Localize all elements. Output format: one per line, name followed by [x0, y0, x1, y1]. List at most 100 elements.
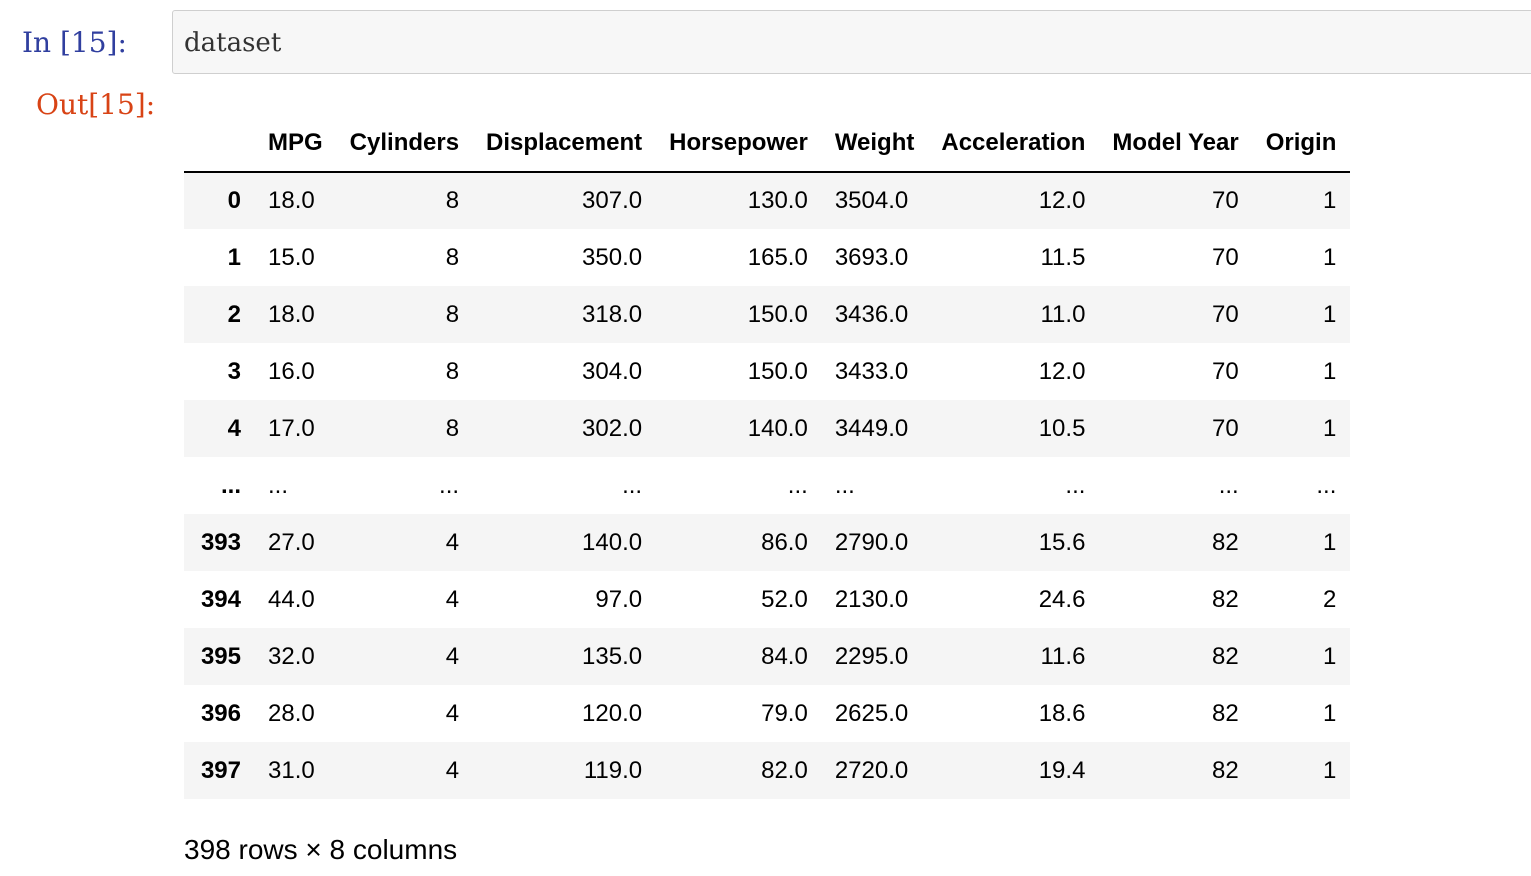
table-cell: 150.0 [747, 357, 808, 385]
row-index: 396 [200, 699, 241, 727]
table-cell: 1 [1323, 756, 1337, 784]
table-cell: 150.0 [747, 300, 808, 328]
table-cell: 3504.0 [834, 187, 909, 214]
table-cell: 307.0 [582, 187, 643, 214]
table-cell: 4 [445, 528, 460, 556]
table-cell: 8 [445, 243, 460, 271]
table-cell: 4 [445, 756, 460, 784]
table-cell: 70 [1212, 243, 1239, 271]
table-cell: 4 [445, 642, 460, 670]
table-cell: 52.0 [761, 585, 808, 613]
output-area: MPG Cylinders Displacement Horsepower Weight… [184, 114, 1351, 799]
row-index: 2 [227, 300, 241, 328]
table-cell: 18.0 [268, 300, 315, 328]
table-cell: 3433.0 [834, 357, 909, 385]
table-cell: 70 [1212, 187, 1239, 214]
row-index: 3 [227, 357, 241, 385]
table-cell: 135.0 [582, 642, 643, 670]
table-cell: 82 [1212, 756, 1239, 784]
table-cell: ... [622, 471, 643, 499]
table-cell: 1 [1323, 699, 1337, 727]
table-row: 394 44.0 4 97.0 52.0 2130.0 24.6 82 2 [184, 571, 1350, 628]
table-cell: 97.0 [595, 585, 643, 613]
table-cell: 3693.0 [834, 243, 909, 271]
table-cell: 82 [1212, 585, 1239, 613]
table-cell: 70 [1212, 357, 1239, 385]
row-index: 394 [200, 585, 241, 613]
table-cell: 1 [1323, 357, 1337, 385]
table-cell: ... [439, 471, 460, 499]
table-cell: 28.0 [268, 699, 315, 727]
ellipsis-row: ........................... [184, 457, 1350, 514]
table-cell: 16.0 [268, 357, 315, 385]
output-prompt: Out[15]: [36, 88, 156, 121]
table-cell: ... [1065, 471, 1086, 499]
table-cell: 2790.0 [834, 528, 909, 556]
table-cell: ... [787, 471, 808, 499]
row-index: 395 [200, 642, 241, 670]
table-cell: 140.0 [747, 414, 808, 442]
table-cell: 84.0 [761, 642, 808, 670]
table-cell: 82 [1212, 528, 1239, 556]
table-cell: 2130.0 [834, 585, 909, 613]
table-cell: 165.0 [747, 243, 808, 271]
row-index: 393 [200, 528, 241, 556]
column-header: Model Year [1085, 114, 1239, 173]
column-header: Displacement [459, 114, 643, 173]
code-input-area[interactable]: dataset [172, 10, 1531, 74]
table-cell: 18.0 [268, 187, 315, 214]
table-cell: 15.0 [268, 243, 315, 271]
row-index: 4 [227, 414, 241, 442]
table-row: 1 15.0 8 350.0 165.0 3693.0 11.5 70 1 [184, 229, 1350, 286]
table-cell: 3449.0 [834, 414, 909, 442]
input-prompt: In [15]: [22, 26, 127, 59]
table-cell: 1 [1323, 187, 1337, 214]
table-cell: 70 [1212, 300, 1239, 328]
column-header: Horsepower [642, 114, 808, 173]
table-row: 4 17.0 8 302.0 140.0 3449.0 10.5 70 1 [184, 400, 1351, 457]
column-header: Origin [1238, 114, 1351, 173]
table-cell: 82 [1212, 699, 1239, 727]
row-index: 1 [227, 243, 241, 271]
table-cell: 44.0 [268, 585, 315, 613]
table-cell: 119.0 [583, 756, 643, 784]
table-cell: 12.0 [1038, 187, 1086, 214]
table-cell: 15.6 [1038, 528, 1086, 556]
table-cell: 17.0 [268, 414, 315, 442]
table-cell: 82.0 [761, 756, 808, 784]
table-cell: ... [268, 471, 289, 499]
row-index: 397 [200, 756, 241, 784]
column-header: Acceleration [914, 114, 1086, 173]
table-row: 397 31.0 4 119.0 82.0 2720.0 19.4 82 1 [184, 742, 1351, 799]
table-row: 3 16.0 8 304.0 150.0 3433.0 12.0 70 1 [184, 343, 1350, 400]
dataframe-table: MPG Cylinders Displacement Horsepower Weight… [184, 114, 1351, 799]
table-cell: 130.0 [747, 187, 808, 214]
table-cell: 1 [1323, 642, 1337, 670]
shape-note: 398 rows × 8 columns [184, 834, 458, 865]
header-row: MPG Cylinders Displacement Horsepower Weight… [184, 114, 1351, 173]
table-cell: 8 [445, 414, 460, 442]
table-cell: 302.0 [582, 414, 643, 442]
table-cell: 8 [445, 357, 460, 385]
code-text[interactable]: dataset [184, 28, 282, 58]
table-cell: 8 [445, 187, 460, 214]
table-cell: 1 [1323, 528, 1337, 556]
row-index: 0 [227, 187, 241, 214]
table-row: 0 18.0 8 307.0 130.0 3504.0 12.0 70 1 [184, 172, 1351, 229]
table-cell: 11.5 [1040, 243, 1086, 271]
table-cell: 32.0 [268, 642, 315, 670]
table-cell: 3436.0 [834, 300, 909, 328]
table-cell: 2720.0 [834, 756, 909, 784]
table-cell: 140.0 [582, 528, 643, 556]
table-cell: 350.0 [582, 243, 643, 271]
column-header: Cylinders [322, 114, 460, 173]
table-cell: 318.0 [582, 300, 643, 328]
table-cell: 1 [1323, 300, 1337, 328]
table-cell: 2625.0 [834, 699, 909, 727]
table-cell: 11.0 [1040, 300, 1086, 328]
table-cell: 18.6 [1038, 699, 1086, 727]
table-cell: ... [1316, 471, 1337, 499]
table-cell: ... [834, 471, 855, 499]
table-row: 393 27.0 4 140.0 86.0 2790.0 15.6 82 1 [184, 514, 1351, 571]
table-cell: 8 [445, 300, 460, 328]
